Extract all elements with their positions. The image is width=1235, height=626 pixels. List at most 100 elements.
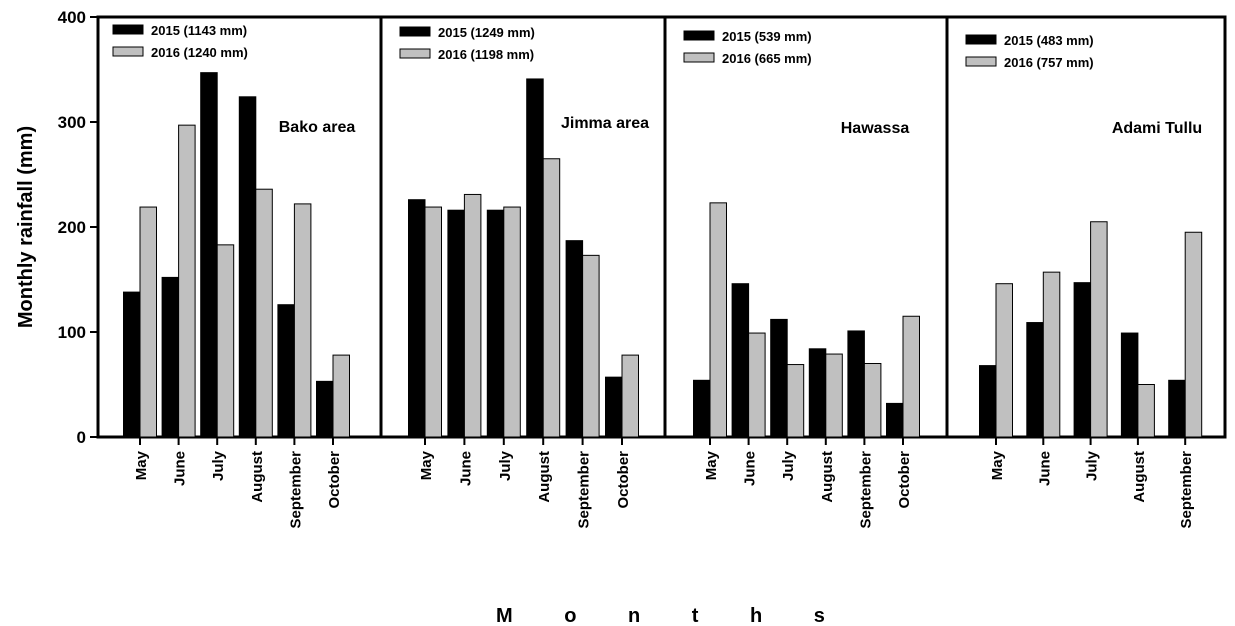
bar-2016 — [709, 202, 727, 438]
bar-2016 — [424, 206, 442, 438]
bar-2016 — [1137, 384, 1155, 438]
y-axis: 0 100 200 300 400 — [58, 8, 98, 447]
x-tick-label: July — [497, 450, 514, 481]
bar-2016 — [995, 283, 1013, 438]
y-axis-title: Monthly rainfall (mm) — [15, 126, 37, 328]
bar-2016 — [293, 203, 312, 438]
x-tick-label: October — [896, 451, 913, 509]
bar-2016 — [216, 244, 235, 438]
x-tick-label: August — [249, 451, 266, 503]
y-tick-label: 400 — [58, 8, 86, 27]
x-tick-label: October — [615, 451, 632, 509]
legend-swatch — [399, 48, 431, 59]
bar-2015 — [1026, 322, 1044, 438]
x-tick-label: May — [989, 450, 1006, 480]
x-tick-label: September — [287, 451, 304, 529]
bar-2016 — [748, 332, 766, 438]
x-tick-label: September — [576, 451, 593, 529]
x-axis-ticks: May June July August September October May June… — [133, 437, 1195, 529]
bar-2015 — [526, 78, 544, 438]
bar-2015 — [808, 348, 827, 438]
x-tick-label: May — [703, 450, 720, 480]
bar-2015 — [447, 209, 465, 438]
x-tick-label: June — [172, 451, 189, 486]
x-tick-label: August — [536, 451, 553, 503]
panel-title: Bako area — [279, 119, 356, 136]
panel-titles: Bako area Jimma area Hawassa Adami Tullu — [279, 115, 1202, 137]
bar-2015 — [316, 380, 334, 438]
bar-2016 — [902, 315, 920, 438]
x-tick-label: June — [742, 451, 759, 486]
bar-2016 — [786, 364, 805, 438]
bar-2015 — [1168, 379, 1186, 438]
x-tick-label: May — [133, 450, 150, 480]
bar-2015 — [1120, 332, 1139, 438]
legend-swatch — [399, 26, 431, 37]
x-tick-label: July — [780, 450, 797, 481]
legends: 2015 (1143 mm) 2016 (1240 mm) 2015 (1249 m… — [112, 23, 1094, 70]
bar-2015 — [123, 291, 141, 438]
bar-2015 — [886, 402, 904, 438]
bar-2015 — [693, 379, 711, 438]
bar-2015 — [731, 283, 750, 438]
bar-2015 — [770, 318, 788, 438]
x-tick-label: August — [1131, 451, 1148, 503]
legend-label: 2015 (539 mm) — [722, 29, 812, 44]
bar-2015 — [486, 209, 505, 438]
bar-2016 — [255, 188, 273, 438]
bar-2016 — [863, 363, 882, 438]
x-tick-label: July — [210, 450, 227, 481]
bar-2015 — [200, 72, 218, 438]
bar-2016 — [178, 124, 196, 438]
x-tick-label: August — [819, 451, 836, 503]
bar-2016 — [582, 254, 600, 438]
bar-2016 — [542, 158, 561, 438]
bar-2015 — [238, 96, 257, 438]
x-tick-label: July — [1084, 450, 1101, 481]
legend-swatch — [112, 46, 144, 57]
bar-2015 — [1073, 282, 1092, 438]
y-tick-label: 100 — [58, 323, 86, 342]
x-tick-label: June — [457, 451, 474, 486]
bar-2016 — [621, 354, 639, 438]
legend-swatch — [683, 52, 715, 63]
bar-2015 — [161, 276, 180, 438]
bar-2015 — [565, 240, 584, 438]
bar-2015 — [847, 330, 865, 438]
legend-label: 2015 (1249 mm) — [438, 25, 535, 40]
x-tick-label: September — [857, 451, 874, 529]
bar-2016 — [332, 354, 350, 438]
bar-2016 — [503, 206, 521, 438]
legend-label: 2016 (1240 mm) — [151, 45, 248, 60]
bar-2016 — [139, 206, 157, 438]
x-tick-label: May — [418, 450, 435, 480]
legend-label: 2016 (665 mm) — [722, 51, 812, 66]
y-tick-label: 300 — [58, 113, 86, 132]
bar-2016 — [825, 353, 843, 438]
bars — [123, 72, 1203, 438]
legend-swatch — [112, 24, 144, 35]
legend-swatch — [965, 34, 997, 45]
x-tick-label: September — [1178, 451, 1195, 529]
panel-title: Jimma area — [561, 115, 649, 132]
legend-label: 2015 (483 mm) — [1004, 33, 1094, 48]
x-tick-label: October — [326, 451, 343, 509]
x-tick-label: June — [1036, 451, 1053, 486]
legend-swatch — [683, 30, 715, 41]
bar-2016 — [463, 193, 482, 438]
x-axis-title: M o n t h s — [496, 605, 848, 626]
legend-label: 2015 (1143 mm) — [151, 23, 247, 38]
bar-2015 — [605, 376, 623, 438]
y-tick-label: 0 — [77, 428, 86, 447]
bar-2016 — [1042, 271, 1061, 438]
y-tick-label: 200 — [58, 218, 86, 237]
panel-title: Adami Tullu — [1112, 120, 1202, 137]
bar-2016 — [1184, 231, 1203, 438]
bar-2015 — [277, 304, 295, 438]
panel-title: Hawassa — [841, 120, 910, 137]
bar-2015 — [408, 199, 426, 438]
legend-swatch — [965, 56, 997, 67]
bar-2016 — [1090, 221, 1108, 438]
bar-2015 — [979, 365, 997, 438]
